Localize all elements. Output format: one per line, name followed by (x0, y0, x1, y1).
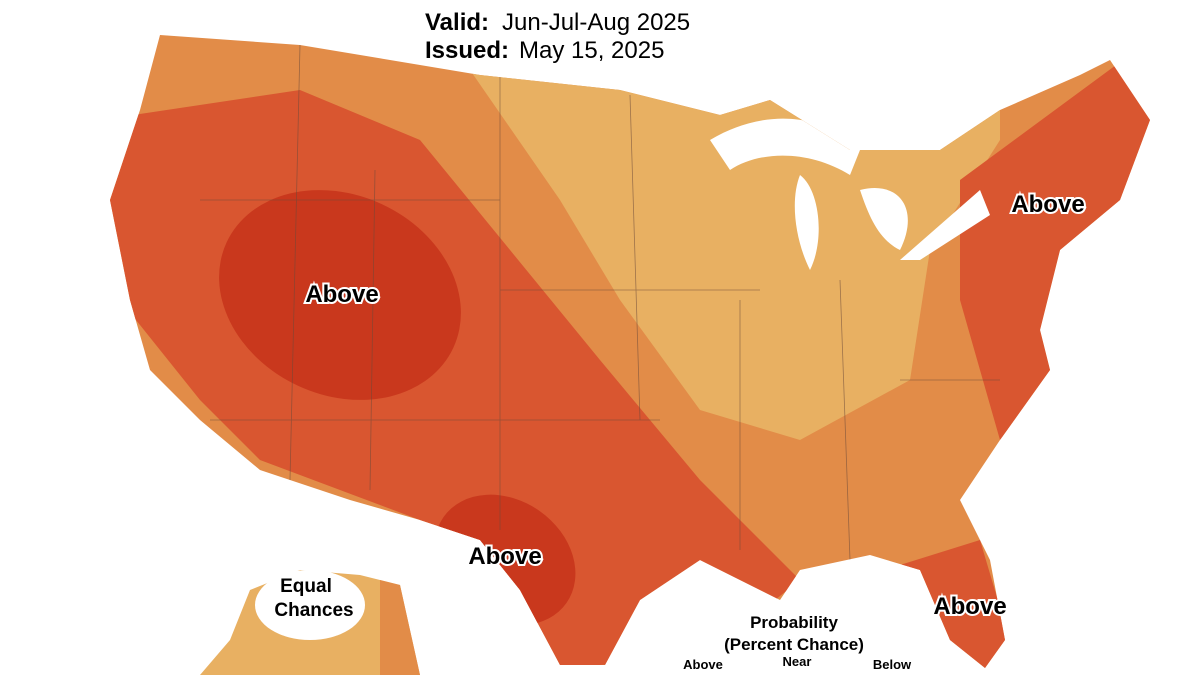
legend-subtitle: (Percent Chance) (724, 635, 864, 654)
legend-column: Near (783, 654, 812, 669)
region-label: Above (305, 281, 378, 308)
valid-label: Valid: (425, 9, 489, 36)
alaska-label: Chances (274, 600, 353, 621)
valid-period: Jun-Jul-Aug 2025 (502, 9, 690, 36)
issued-label: Issued: (425, 37, 509, 64)
legend-column: Below (873, 657, 912, 672)
alaska-label: Equal (280, 576, 332, 597)
legend-title: Probability (750, 613, 838, 632)
legend-column: Above (683, 657, 723, 672)
issued-date: May 15, 2025 (519, 37, 664, 64)
region-label: Above (1011, 191, 1084, 218)
region-label: Above (933, 593, 1006, 620)
region-label: Above (468, 543, 541, 570)
